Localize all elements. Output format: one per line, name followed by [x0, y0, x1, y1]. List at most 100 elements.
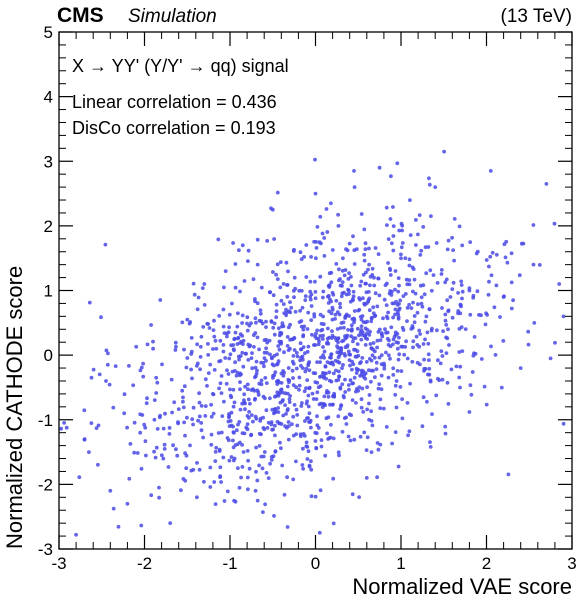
experiment-label: CMS	[57, 4, 104, 27]
data-point	[397, 228, 402, 233]
data-point	[460, 296, 464, 301]
data-point	[421, 342, 426, 346]
data-point	[258, 311, 263, 316]
disco-correlation-annotation: DisCo correlation = 0.193	[72, 118, 276, 138]
data-point	[328, 297, 332, 302]
data-point	[384, 303, 389, 307]
data-point	[294, 459, 298, 464]
data-point	[238, 407, 243, 412]
data-point	[201, 435, 206, 440]
data-point	[467, 286, 472, 290]
data-point	[207, 326, 212, 330]
data-point	[407, 257, 412, 262]
data-point	[286, 407, 290, 411]
data-point	[231, 438, 235, 443]
data-point	[245, 475, 250, 480]
data-point	[309, 459, 313, 464]
data-point	[292, 348, 297, 352]
data-point	[445, 380, 450, 385]
data-point	[386, 310, 390, 315]
data-point	[487, 279, 491, 284]
data-point	[152, 398, 157, 402]
data-point	[369, 316, 374, 321]
data-point	[397, 335, 401, 340]
data-point	[264, 325, 268, 329]
x-tick-label: 3	[567, 554, 576, 573]
data-point	[419, 301, 424, 306]
data-point	[208, 485, 213, 489]
data-point	[283, 424, 287, 428]
data-point	[162, 447, 167, 451]
data-point	[261, 510, 265, 514]
data-point	[217, 314, 222, 318]
data-point	[347, 358, 352, 362]
data-point	[134, 344, 139, 349]
data-point	[439, 268, 444, 272]
data-point	[334, 298, 339, 303]
data-point	[222, 399, 226, 404]
data-point	[366, 368, 371, 373]
data-point	[365, 407, 369, 412]
data-point	[235, 342, 240, 346]
data-point	[358, 297, 362, 302]
data-point	[139, 523, 144, 528]
data-point	[492, 305, 497, 310]
data-point	[200, 286, 205, 290]
data-point	[247, 415, 251, 420]
data-point	[354, 366, 359, 371]
data-point	[419, 295, 424, 300]
data-point	[360, 314, 365, 318]
data-point	[274, 302, 279, 307]
data-point	[228, 387, 232, 392]
data-point	[400, 416, 405, 421]
data-point	[306, 393, 311, 398]
data-point	[278, 285, 283, 290]
data-point	[334, 262, 339, 266]
data-point	[318, 360, 322, 364]
data-point	[336, 346, 340, 350]
data-point	[330, 317, 335, 322]
data-point	[221, 349, 226, 354]
data-point	[279, 371, 284, 376]
y-tick-label: -1	[38, 411, 53, 430]
data-point	[252, 345, 256, 349]
data-point	[277, 421, 282, 426]
data-point	[246, 487, 250, 492]
data-point	[235, 370, 240, 375]
data-point	[291, 383, 296, 387]
data-point	[304, 243, 309, 247]
data-point	[391, 248, 396, 253]
data-point	[203, 377, 208, 382]
data-point	[362, 333, 367, 338]
data-point	[488, 254, 493, 259]
data-point	[427, 366, 432, 371]
data-point	[351, 289, 356, 294]
data-point	[457, 375, 462, 380]
data-point	[460, 289, 465, 294]
data-point	[310, 391, 315, 396]
data-point	[377, 165, 382, 170]
data-point	[428, 378, 433, 383]
data-point	[460, 243, 465, 248]
data-point	[199, 428, 204, 433]
data-point	[375, 345, 379, 350]
data-point	[213, 459, 218, 463]
data-point	[395, 161, 400, 166]
data-point	[418, 283, 423, 288]
data-point	[347, 271, 351, 275]
data-point	[254, 416, 259, 421]
data-point	[354, 371, 359, 375]
data-point	[154, 391, 159, 395]
data-point	[286, 424, 291, 428]
data-point	[226, 419, 231, 424]
data-point	[281, 302, 286, 306]
data-point	[89, 421, 94, 425]
data-point	[228, 352, 233, 357]
data-point	[190, 417, 195, 422]
data-point	[255, 262, 260, 267]
data-point	[294, 407, 299, 412]
data-point	[400, 223, 405, 228]
data-point	[330, 329, 334, 333]
data-point	[189, 367, 194, 372]
data-point	[219, 430, 224, 435]
